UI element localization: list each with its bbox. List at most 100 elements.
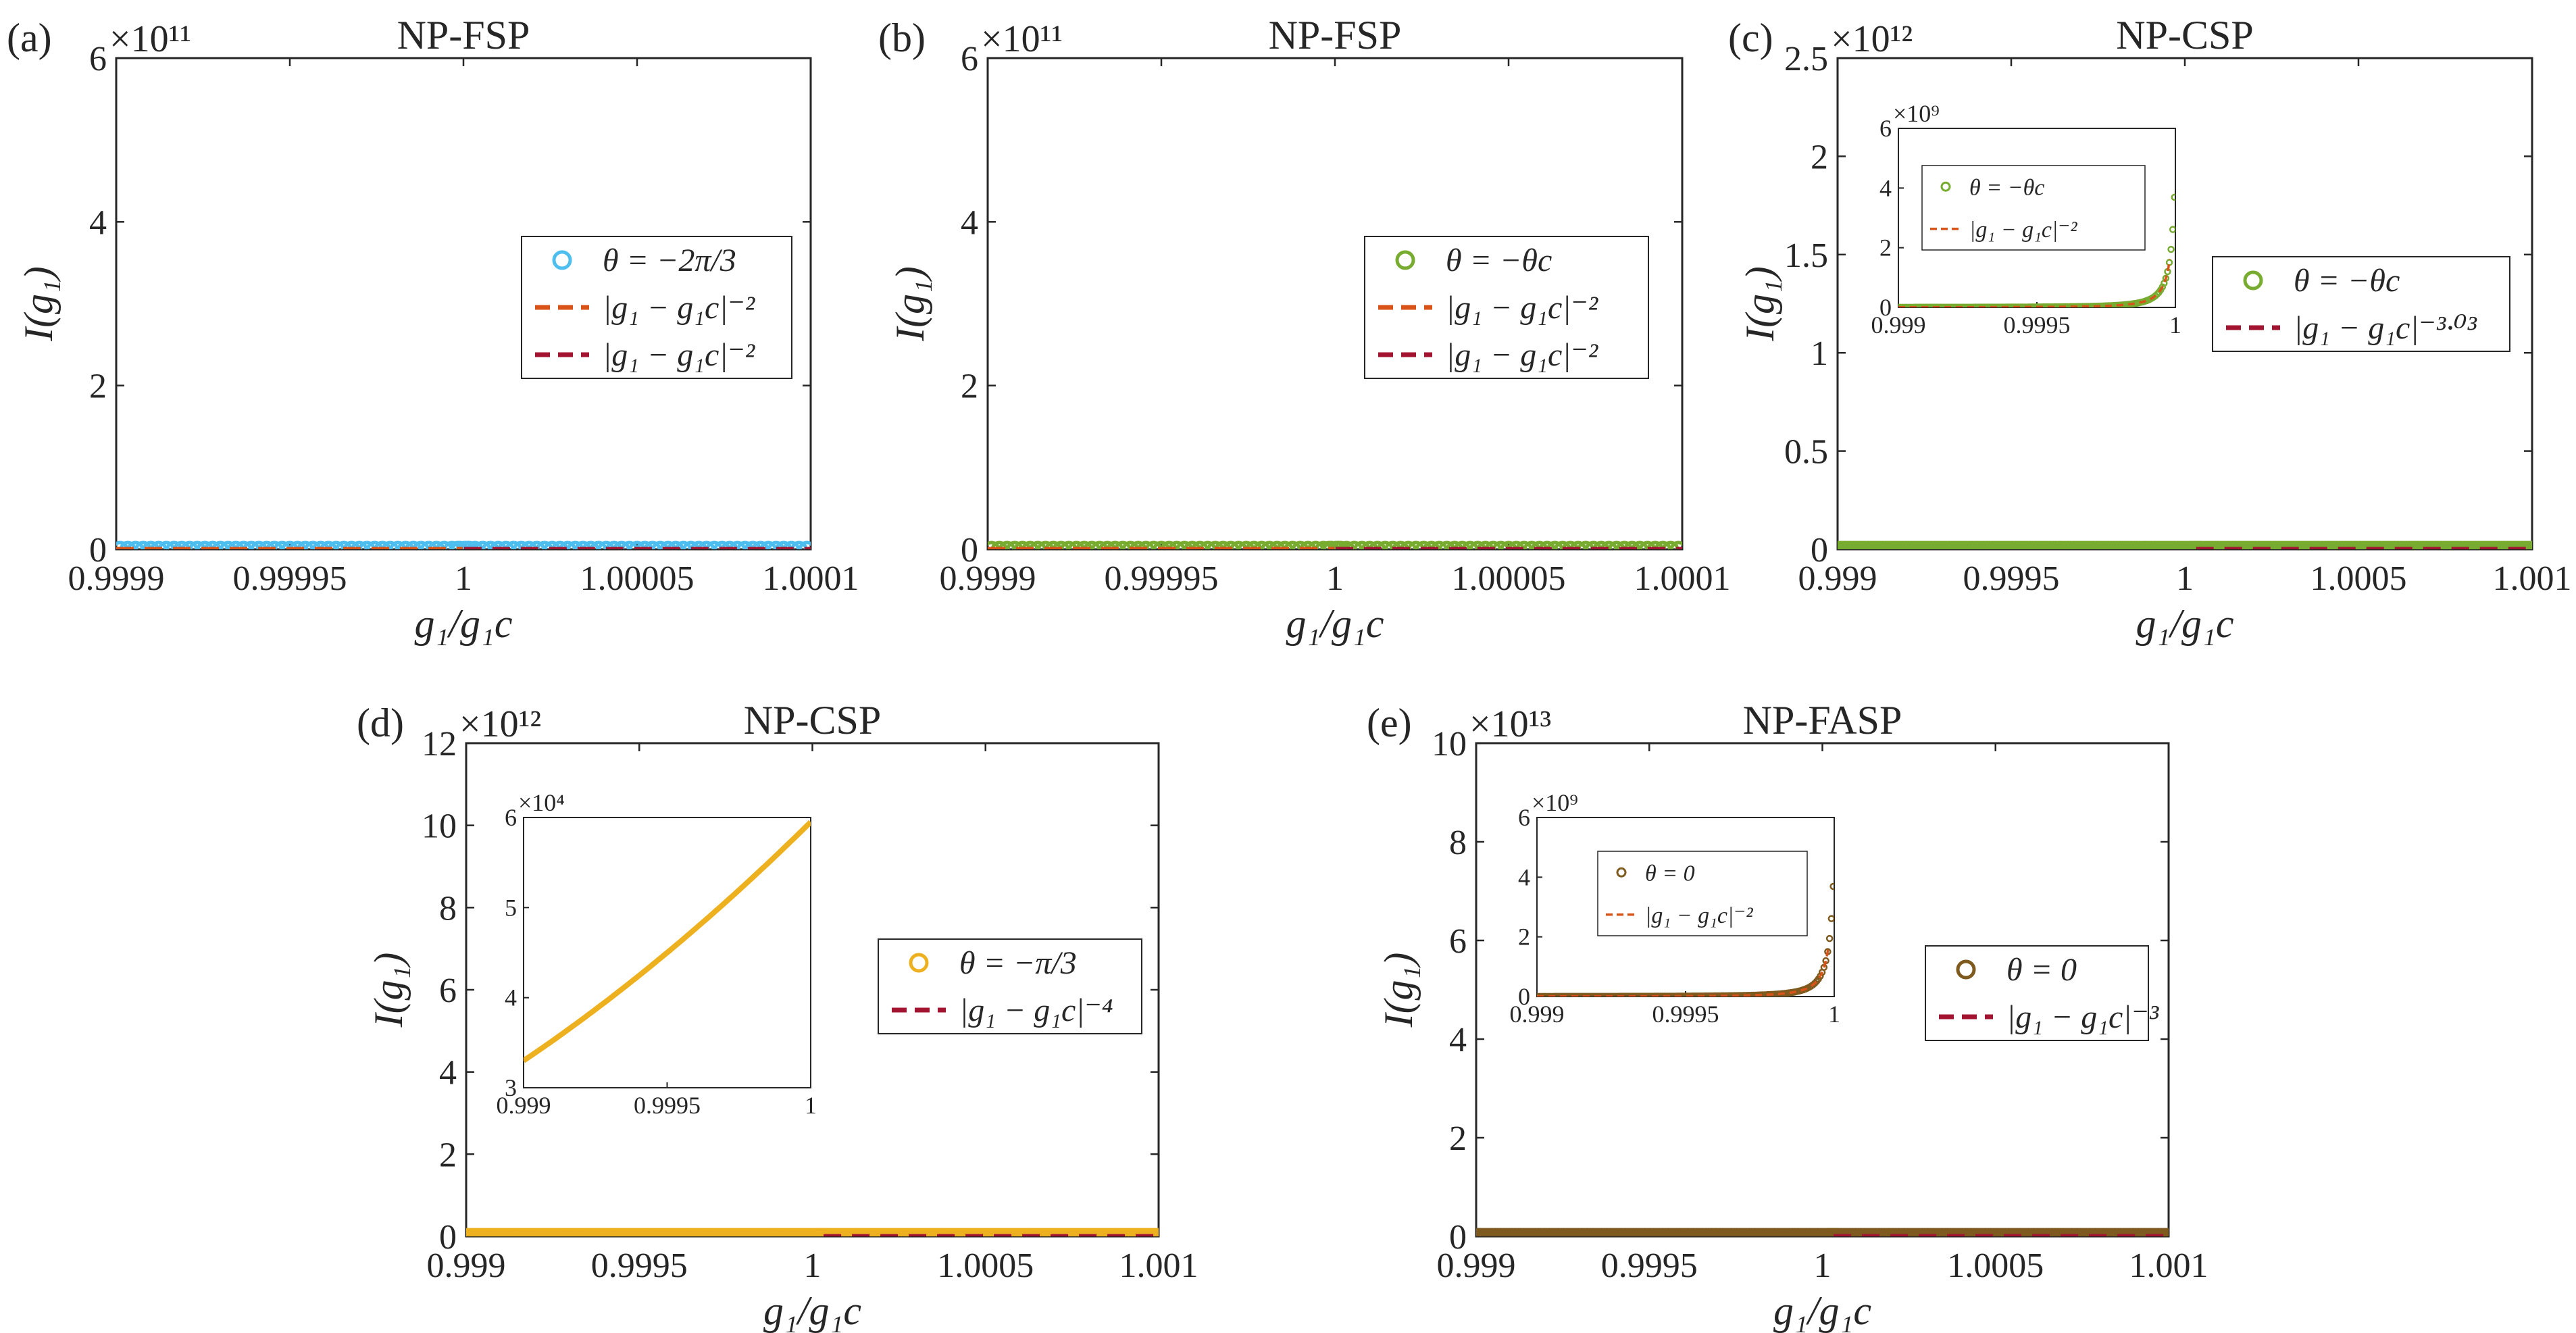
data-marker bbox=[1353, 540, 1371, 549]
y-axis-label: I(g₁) bbox=[16, 266, 61, 342]
panel-title: NP-FSP bbox=[1269, 13, 1402, 57]
data-marker bbox=[497, 540, 515, 549]
legend-entry: |g₁ − g₁c|⁻³ bbox=[2006, 999, 2159, 1035]
data-marker bbox=[1600, 540, 1617, 549]
data-marker bbox=[543, 540, 561, 549]
inset-curve bbox=[524, 820, 811, 1063]
data-marker bbox=[1292, 540, 1309, 549]
data-marker bbox=[999, 540, 1016, 549]
data-marker bbox=[1230, 540, 1247, 549]
inset-fit-line bbox=[1537, 948, 1829, 997]
x-tick-label: 1.0005 bbox=[1947, 1247, 2044, 1285]
inset-y-tick-label: 6 bbox=[1518, 804, 1530, 831]
data-marker bbox=[116, 540, 129, 549]
inset-x-tick-label: 0.9995 bbox=[2004, 311, 2071, 338]
x-tick-label: 1.0005 bbox=[937, 1247, 1034, 1285]
inset-legend-marker bbox=[1616, 867, 1627, 878]
data-marker bbox=[1569, 540, 1587, 549]
x-tick-label: 0.9995 bbox=[1963, 559, 2060, 598]
data-marker bbox=[196, 540, 213, 549]
data-marker bbox=[220, 540, 237, 549]
inset-x-tick-label: 1 bbox=[1828, 1001, 1840, 1028]
inset: 0.999 0.9995 1 3 4 5 6×10⁴ bbox=[497, 789, 817, 1119]
y-tick-label: 6 bbox=[89, 40, 107, 78]
data-marker bbox=[1338, 540, 1355, 549]
x-tick-label: 0.9995 bbox=[1601, 1247, 1698, 1285]
data-marker bbox=[1538, 540, 1556, 549]
data-marker bbox=[1245, 540, 1263, 549]
inset-y-tick-label: 6 bbox=[1879, 115, 1892, 142]
legend-entry: θ = −2π/3 bbox=[603, 243, 736, 278]
data-marker bbox=[659, 540, 677, 549]
x-tick-label: 0.9999 bbox=[940, 559, 1036, 598]
data-marker bbox=[628, 540, 646, 549]
legend-box bbox=[2212, 256, 2510, 352]
y-tick-label: 0 bbox=[961, 531, 978, 570]
data-marker bbox=[505, 540, 522, 549]
data-marker bbox=[1044, 540, 1062, 549]
data-marker bbox=[990, 540, 1008, 549]
x-tick-label: 1.001 bbox=[1119, 1247, 1198, 1285]
data-marker bbox=[1515, 540, 1533, 549]
legend-entry: θ = −π/3 bbox=[959, 945, 1077, 981]
data-marker bbox=[988, 540, 1001, 549]
data-marker bbox=[1577, 540, 1594, 549]
inset-y-tick-label: 0 bbox=[1518, 983, 1530, 1010]
inset-y-tick-label: 6 bbox=[505, 804, 517, 831]
data-marker bbox=[157, 540, 175, 549]
data-marker bbox=[420, 540, 438, 549]
inset-legend-box bbox=[1597, 851, 1808, 936]
plot-area bbox=[116, 540, 811, 549]
data-marker bbox=[258, 540, 276, 549]
legend-entry: θ = −θc bbox=[2294, 263, 2400, 299]
data-marker bbox=[1507, 540, 1525, 549]
data-marker bbox=[1114, 540, 1132, 549]
y-multiplier: ×10¹² bbox=[1831, 18, 1913, 60]
data-marker bbox=[682, 540, 700, 549]
y-multiplier: ×10¹¹ bbox=[109, 18, 191, 60]
data-marker bbox=[1531, 540, 1548, 549]
legend-entry: |g₁ − g₁c|⁻³·⁰³ bbox=[2294, 310, 2477, 346]
data-marker bbox=[1592, 540, 1610, 549]
panel-title: NP-FSP bbox=[397, 13, 530, 57]
data-marker bbox=[266, 540, 283, 549]
x-tick-label: 1 bbox=[1326, 559, 1344, 598]
panel-b: 0.9999 0.99995 1 1.00005 1.0001 0 2 4 6 (b) ×10¹¹ N… bbox=[878, 13, 1731, 646]
data-marker bbox=[1037, 540, 1055, 549]
data-marker bbox=[1392, 540, 1409, 549]
y-axis-label: I(g₁) bbox=[888, 266, 932, 342]
data-marker bbox=[181, 540, 199, 549]
data-marker bbox=[605, 540, 623, 549]
data-marker bbox=[597, 540, 615, 549]
legend-entry: θ = −θc bbox=[1446, 243, 1552, 278]
data-marker bbox=[374, 540, 391, 549]
y-tick-label: 4 bbox=[1449, 1021, 1467, 1059]
legend-entry: |g₁ − g₁c|⁻² bbox=[1446, 290, 1599, 326]
y-tick-label: 2.5 bbox=[1784, 40, 1828, 78]
data-marker bbox=[798, 540, 811, 549]
data-marker bbox=[1013, 540, 1031, 549]
x-tick-label: 0.999 bbox=[1798, 559, 1877, 598]
data-marker bbox=[1261, 540, 1278, 549]
data-marker bbox=[281, 540, 299, 549]
y-tick-label: 2 bbox=[439, 1136, 457, 1174]
data-marker bbox=[250, 540, 268, 549]
data-marker bbox=[320, 540, 337, 549]
y-multiplier: ×10¹¹ bbox=[981, 18, 1063, 60]
x-tick-label: 1.001 bbox=[2493, 559, 2572, 598]
y-tick-label: 1.5 bbox=[1784, 236, 1828, 275]
y-tick-label: 0.5 bbox=[1784, 433, 1828, 472]
data-marker bbox=[1561, 540, 1579, 549]
y-tick-label: 0 bbox=[1811, 531, 1828, 570]
data-marker bbox=[366, 540, 384, 549]
data-marker bbox=[1554, 540, 1571, 549]
inset-plot bbox=[1537, 882, 1834, 997]
x-tick-label: 1.0001 bbox=[763, 559, 859, 598]
inset-y-tick-label: 4 bbox=[1518, 863, 1530, 890]
data-marker bbox=[2182, 540, 2200, 549]
plot-area bbox=[466, 1228, 1159, 1236]
plot-area bbox=[988, 540, 1682, 549]
legend-box bbox=[878, 938, 1142, 1034]
inset-x-tick-label: 1 bbox=[805, 1092, 817, 1119]
